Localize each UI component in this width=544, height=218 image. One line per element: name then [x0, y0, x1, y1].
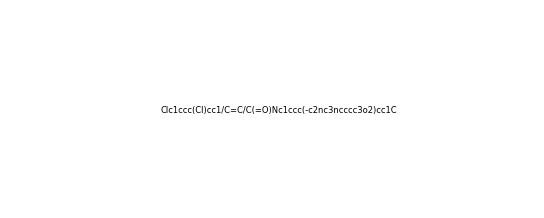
Text: Clc1ccc(Cl)cc1/C=C/C(=O)Nc1ccc(-c2nc3ncccc3o2)cc1C: Clc1ccc(Cl)cc1/C=C/C(=O)Nc1ccc(-c2nc3ncc…: [160, 106, 397, 115]
